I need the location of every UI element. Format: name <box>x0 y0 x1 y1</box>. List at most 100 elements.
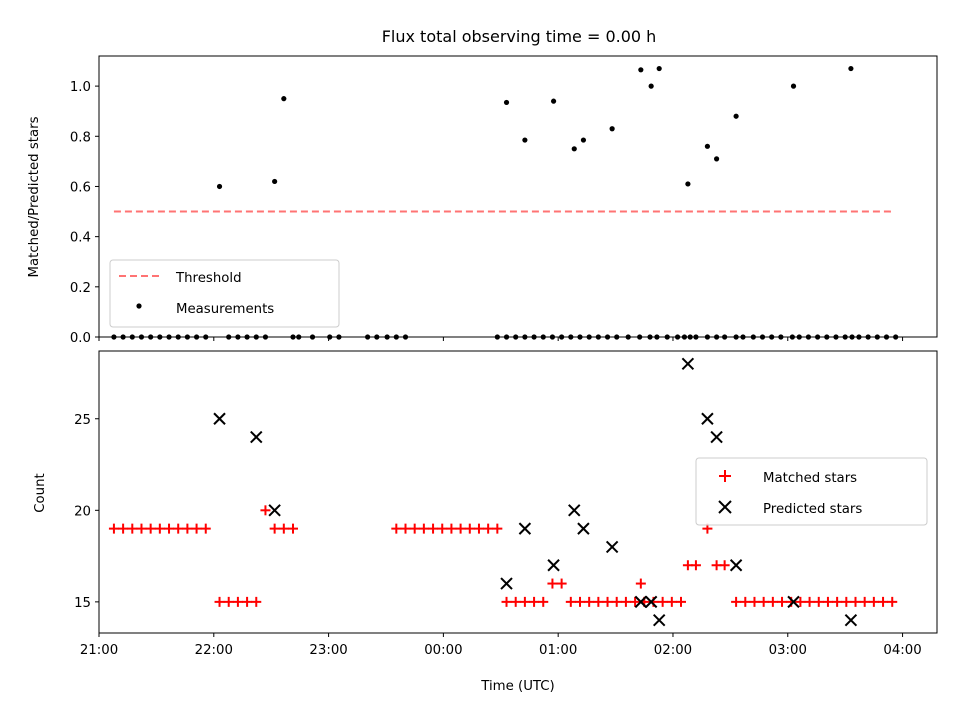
matched-star-point <box>214 596 225 607</box>
y-tick-label: 0.2 <box>70 281 91 296</box>
measurement-point <box>193 334 200 340</box>
matched-star-point <box>154 523 165 534</box>
measurement-point <box>175 334 181 340</box>
x-tick-label: 00:00 <box>424 643 462 658</box>
measurement-point <box>513 334 519 340</box>
x-axis-label: Time (UTC) <box>480 679 555 694</box>
measurement-point <box>522 137 528 143</box>
measurement-point <box>893 334 899 340</box>
predicted-star-point <box>644 595 658 609</box>
y-tick-label: 15 <box>74 596 91 611</box>
legend-measurements-label: Measurements <box>176 302 274 317</box>
measurement-point <box>374 334 380 340</box>
matched-star-point <box>657 596 668 607</box>
matched-star-point <box>483 523 494 534</box>
measurement-point <box>733 113 739 119</box>
matched-star-point <box>288 523 299 534</box>
bottom-legend: Matched stars Predicted stars <box>695 457 928 526</box>
matched-star-point <box>804 596 815 607</box>
measurement-point <box>704 143 711 149</box>
measurement-point <box>609 126 615 132</box>
x-tick-label: 22:00 <box>195 643 233 658</box>
matched-star-point <box>538 596 549 607</box>
measurement-point <box>664 334 670 340</box>
measurement-point <box>778 334 784 340</box>
measurement-point <box>540 334 546 340</box>
measurement-point <box>216 183 223 190</box>
measurement-point <box>833 334 839 340</box>
matched-star-point <box>666 596 677 607</box>
measurement-point <box>296 334 302 340</box>
measurement-point <box>522 334 528 340</box>
matched-star-point <box>200 523 211 534</box>
measurement-point <box>849 334 855 340</box>
measurement-point <box>842 334 848 340</box>
matched-star-point <box>464 523 475 534</box>
predicted-star-point <box>577 522 590 535</box>
predicted-star-point <box>634 595 648 609</box>
predicted-star-point <box>500 577 513 590</box>
matched-star-point <box>400 523 411 534</box>
legend-threshold-label: Threshold <box>175 271 242 286</box>
measurement-point <box>614 334 620 340</box>
measurement-point <box>722 334 728 340</box>
measurement-point <box>568 334 574 340</box>
measurement-point <box>138 334 145 340</box>
y-tick-label: 0.0 <box>70 331 91 346</box>
measurement-point <box>262 334 269 340</box>
matched-star-point <box>136 523 147 534</box>
measurement-point <box>586 334 592 340</box>
matched-star-point <box>173 523 184 534</box>
y-tick-label: 1.0 <box>70 80 91 95</box>
matched-star-point <box>182 523 193 534</box>
measurement-point <box>654 334 660 340</box>
measurement-point <box>120 334 126 340</box>
matched-star-point <box>455 523 466 534</box>
predicted-star-point <box>268 504 281 517</box>
measurement-point <box>244 334 250 340</box>
matched-star-point <box>813 596 824 607</box>
y-tick-label: 0.6 <box>70 180 91 195</box>
measurement-point <box>550 98 557 104</box>
top-panel: 0.0 0.2 0.4 0.6 0.8 1.0 Matched/Predicted sta… <box>27 55 938 346</box>
matched-star-point <box>584 596 595 607</box>
matched-star-point <box>620 596 631 607</box>
matched-star-point <box>269 523 280 534</box>
matched-star-point <box>832 596 843 607</box>
legend-predicted-label: Predicted stars <box>763 502 862 517</box>
measurement-point <box>327 334 333 340</box>
matched-star-point <box>731 596 742 607</box>
matched-star-point <box>108 523 119 534</box>
measurement-point <box>638 67 644 73</box>
measurement-point <box>384 334 390 340</box>
measurement-point <box>203 334 209 340</box>
matched-star-point <box>547 578 558 589</box>
matched-star-point <box>767 596 778 607</box>
legend-predicted-swatch <box>718 500 732 514</box>
measurement-point <box>253 334 259 340</box>
measurement-point <box>336 334 342 340</box>
matched-star-point <box>191 523 202 534</box>
predicted-star-point <box>652 613 666 627</box>
measurement-point <box>129 334 135 340</box>
measurement-point <box>402 334 409 340</box>
predicted-star-point <box>844 613 858 627</box>
x-tick-label: 21:00 <box>80 643 118 658</box>
measurement-point <box>531 334 537 340</box>
matched-star-point <box>719 560 730 571</box>
measurement-point <box>281 96 287 102</box>
matched-star-point <box>492 523 503 534</box>
bottom-panel: 15 20 25 21:00 22:00 23:00 00:00 01:00 02:00 03:… <box>33 350 938 694</box>
legend-matched-label: Matched stars <box>763 471 857 486</box>
y-tick-label: 0.4 <box>70 231 91 246</box>
measurement-point <box>656 65 662 72</box>
x-tick-label: 03:00 <box>769 643 807 658</box>
x-tick-label: 23:00 <box>309 643 347 658</box>
measurement-point <box>503 99 510 106</box>
matched-star-point <box>510 596 521 607</box>
matched-star-point <box>409 523 420 534</box>
measurement-point <box>571 146 577 152</box>
measurement-point <box>637 334 643 340</box>
legend-measurements-swatch <box>136 303 142 309</box>
measurement-point <box>604 334 611 340</box>
